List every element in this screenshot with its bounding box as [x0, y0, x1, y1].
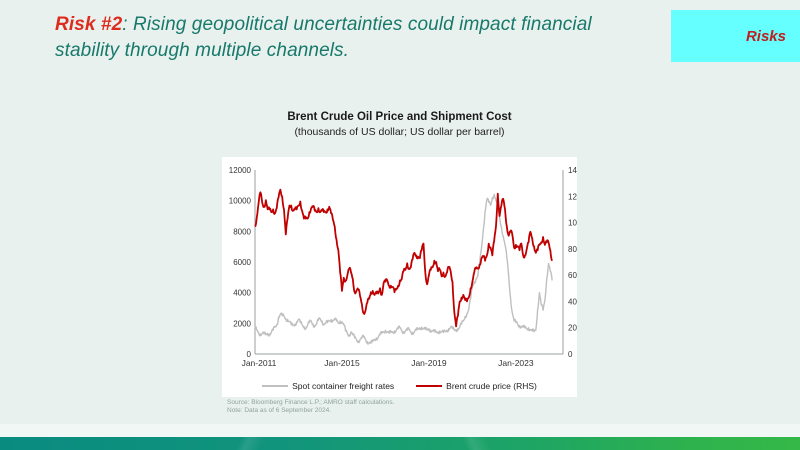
svg-text:Jan-2023: Jan-2023 — [498, 358, 534, 368]
footer-accent-bar — [0, 437, 800, 450]
slide-title-separator: : — [122, 14, 134, 35]
svg-text:10000: 10000 — [229, 197, 252, 206]
tab-risks[interactable]: Risks — [671, 10, 800, 62]
slide-title-risk-number: Risk #2 — [55, 14, 123, 35]
svg-text:Jan-2011: Jan-2011 — [242, 358, 277, 368]
svg-text:20: 20 — [568, 324, 577, 333]
slide-title-text: Rising geopolitical uncertainties could … — [55, 14, 592, 61]
svg-text:80: 80 — [568, 245, 577, 254]
svg-text:40: 40 — [568, 297, 577, 306]
legend-label-brent: Brent crude price (RHS) — [446, 381, 537, 391]
svg-text:Jan-2015: Jan-2015 — [324, 358, 360, 368]
svg-text:0: 0 — [568, 350, 573, 359]
legend-swatch-brent — [416, 385, 443, 387]
svg-text:140: 140 — [568, 166, 577, 175]
tab-risks-label: Risks — [745, 27, 786, 45]
chart-title: Brent Crude Oil Price and Shipment Cost — [287, 111, 512, 123]
svg-text:2000: 2000 — [233, 319, 251, 328]
chart-source-line1: Source: Bloomberg Finance L.P.; AMRO sta… — [227, 399, 395, 406]
legend-item-brent: Brent crude price (RHS) — [416, 381, 537, 391]
pre-footer-strip — [0, 424, 800, 437]
svg-text:4000: 4000 — [233, 289, 251, 298]
svg-text:60: 60 — [568, 271, 577, 280]
chart-legend: Spot container freight rates Brent crude… — [222, 381, 577, 391]
legend-label-freight: Spot container freight rates — [292, 381, 395, 391]
svg-text:6000: 6000 — [233, 258, 251, 267]
chart-subtitle: (thousands of US dollar; US dollar per b… — [294, 126, 505, 138]
chart-svg: 0 2000 4000 6000 8000 10000 12000 0 20 40 60 80 100 1… — [229, 166, 577, 368]
svg-text:12000: 12000 — [229, 166, 252, 175]
svg-text:8000: 8000 — [233, 227, 251, 236]
chart-source-line2: Note: Data as of 6 September 2024. — [227, 407, 332, 414]
svg-text:Jan-2019: Jan-2019 — [411, 358, 447, 368]
footer-decoration — [0, 437, 800, 450]
svg-text:100: 100 — [568, 219, 577, 228]
svg-text:0: 0 — [247, 350, 252, 359]
slide-title: Risk #2: Rising geopolitical uncertainti… — [55, 12, 635, 64]
legend-swatch-freight — [262, 385, 289, 387]
svg-text:120: 120 — [568, 192, 577, 201]
chart-source-note: Source: Bloomberg Finance L.P.; AMRO sta… — [227, 399, 394, 415]
legend-item-freight: Spot container freight rates — [262, 381, 394, 391]
chart-panel: 0 2000 4000 6000 8000 10000 12000 0 20 40 60 80 100 1… — [222, 157, 577, 397]
